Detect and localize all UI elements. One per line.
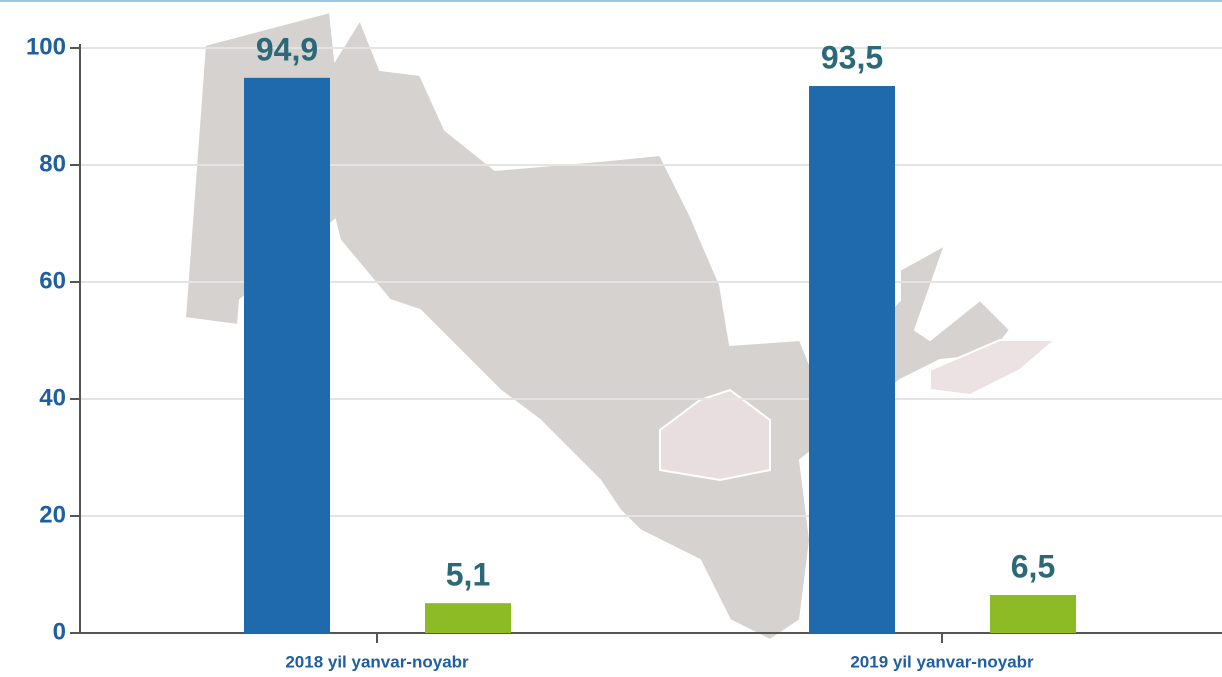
- x-tick-label: 2018 yil yanvar-noyabr: [285, 652, 469, 671]
- data-label: 94,9: [256, 31, 318, 67]
- map-background: [183, 10, 1058, 642]
- y-tick-label: 100: [26, 33, 66, 60]
- y-tick-label: 60: [39, 267, 66, 294]
- bar: [990, 594, 1076, 633]
- y-tick-label: 80: [39, 150, 66, 177]
- y-tick-label: 20: [39, 501, 66, 528]
- bar: [809, 86, 895, 633]
- data-label: 93,5: [821, 39, 883, 75]
- data-label: 6,5: [1011, 548, 1055, 584]
- y-tick-label: 40: [39, 384, 66, 411]
- y-tick-label: 0: [53, 618, 66, 645]
- bar: [425, 603, 511, 633]
- data-label: 5,1: [446, 557, 490, 593]
- bar: [244, 77, 330, 633]
- x-tick-label: 2019 yil yanvar-noyabr: [850, 652, 1034, 671]
